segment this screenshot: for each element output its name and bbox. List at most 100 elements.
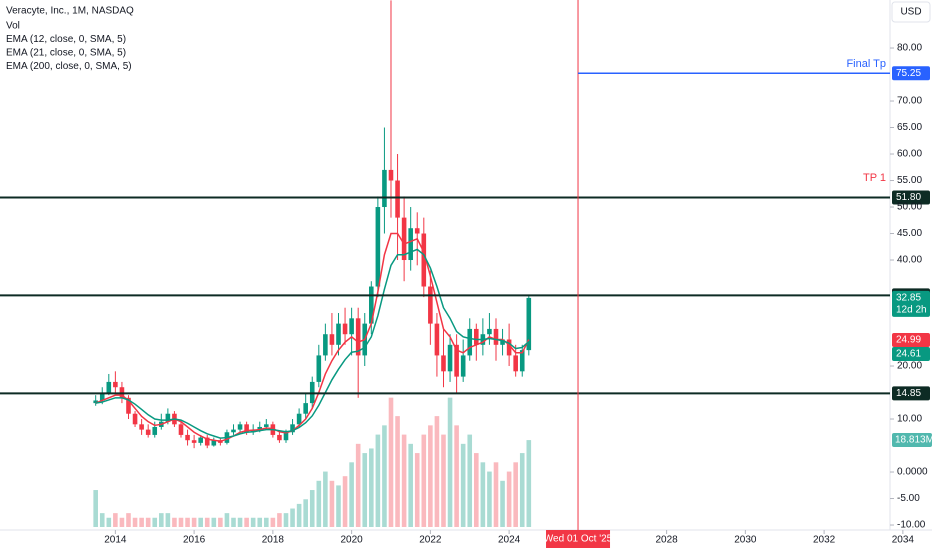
volume-bar	[191, 517, 197, 527]
volume-bar	[526, 440, 532, 527]
ema-line	[95, 248, 530, 439]
y-tick-label: 20.00	[897, 361, 922, 372]
ema-line	[95, 232, 530, 443]
candle-body	[244, 424, 249, 433]
last-price-badge	[892, 290, 930, 317]
volume-bar	[467, 434, 473, 527]
volume-bar	[218, 517, 223, 527]
candle-body	[519, 350, 525, 372]
countdown: 12d 2h	[896, 305, 927, 316]
volume-bar	[395, 416, 400, 527]
date-label: Wed 01 Oct '25	[544, 534, 613, 545]
volume-bar	[474, 453, 479, 527]
level-badge	[892, 386, 930, 401]
candle-body	[382, 169, 387, 208]
volume-bar	[185, 517, 190, 527]
candle-body	[460, 355, 466, 377]
volume-bar	[316, 480, 322, 527]
volume-bar	[342, 476, 348, 527]
candle-body	[211, 440, 217, 446]
candle-body	[342, 323, 348, 335]
volume-bar	[519, 453, 525, 527]
y-tick-label: 65.00	[897, 122, 922, 133]
x-tick-label: 2032	[813, 535, 836, 546]
y-tick-label: 10.00	[897, 414, 922, 425]
volume-bar	[382, 425, 387, 527]
candle-body	[500, 339, 505, 345]
volume-bar	[139, 517, 144, 527]
candle-body	[467, 328, 473, 356]
candle-body	[316, 355, 322, 382]
volume-bar	[198, 517, 203, 527]
candle-body	[283, 432, 289, 441]
x-tick-label: 2022	[419, 535, 442, 546]
candle-body	[447, 344, 453, 372]
candle-body	[513, 355, 518, 372]
volume-bar	[132, 517, 138, 527]
candle-body	[454, 344, 459, 377]
volume-bar	[480, 462, 486, 527]
level-badge	[892, 190, 930, 205]
volume-bar	[329, 480, 335, 527]
y-tick-label: 70.00	[897, 96, 922, 107]
candle-body	[204, 437, 210, 446]
candle-body	[99, 392, 105, 401]
volume-bar	[355, 443, 361, 527]
candle-body	[408, 228, 413, 261]
candle-body	[414, 228, 420, 234]
plot	[93, 0, 532, 527]
x-tick-label: 2028	[655, 535, 678, 546]
volume-bar	[257, 517, 263, 527]
volume-bar	[336, 485, 341, 527]
volume-bar	[487, 471, 492, 527]
x-tick-label: 2024	[498, 535, 521, 546]
candle-body	[349, 318, 354, 335]
candle-body	[355, 318, 361, 356]
candle-body	[395, 180, 400, 218]
candle-body	[526, 297, 532, 351]
volume-bar	[362, 453, 368, 527]
candle-body	[506, 339, 512, 356]
ema-badge	[892, 347, 930, 361]
currency-box[interactable]	[891, 1, 931, 23]
volume-bar	[303, 499, 308, 527]
candle-body	[369, 286, 374, 324]
volume-bar	[375, 434, 381, 527]
y-tick-label: 45.00	[897, 228, 922, 239]
candle-body	[191, 440, 197, 443]
x-tick-label: 2018	[262, 535, 285, 546]
last-price-label: 32.85	[896, 293, 921, 304]
final-tp-text: Final Tp	[846, 58, 886, 70]
candle-body	[329, 334, 335, 345]
x-tick-label: 2030	[734, 535, 757, 546]
volume-bar	[178, 517, 184, 527]
candle-body	[93, 400, 98, 404]
candle-body	[401, 217, 407, 261]
y-tick-label: -5.00	[897, 493, 920, 504]
final-tp-badge	[892, 66, 930, 81]
x-tick-label: 2020	[340, 535, 363, 546]
level-label: 14.85	[896, 388, 921, 399]
currency[interactable]: USD	[900, 7, 921, 18]
volume-bar	[460, 443, 466, 527]
volume-bar	[323, 471, 328, 527]
ema-label: 24.61	[896, 349, 921, 360]
candle-body	[231, 429, 236, 433]
ema-label: 24.99	[896, 335, 921, 346]
volume-bar	[454, 425, 459, 527]
volume-bar	[309, 490, 315, 527]
volume-label: 18.813M	[895, 435, 932, 446]
candle-body	[132, 413, 138, 425]
x-tick-label: 2016	[183, 535, 206, 546]
volume-bar	[447, 397, 453, 527]
volume-bar	[441, 434, 446, 527]
level-label: 51.80	[896, 192, 921, 203]
volume-bar	[264, 517, 269, 527]
volume-bar	[145, 517, 151, 527]
candle-body	[303, 403, 308, 414]
volume-bar	[250, 517, 256, 527]
x-tick-label: 2034	[892, 535, 915, 546]
y-tick-label: 50.00	[897, 202, 922, 213]
